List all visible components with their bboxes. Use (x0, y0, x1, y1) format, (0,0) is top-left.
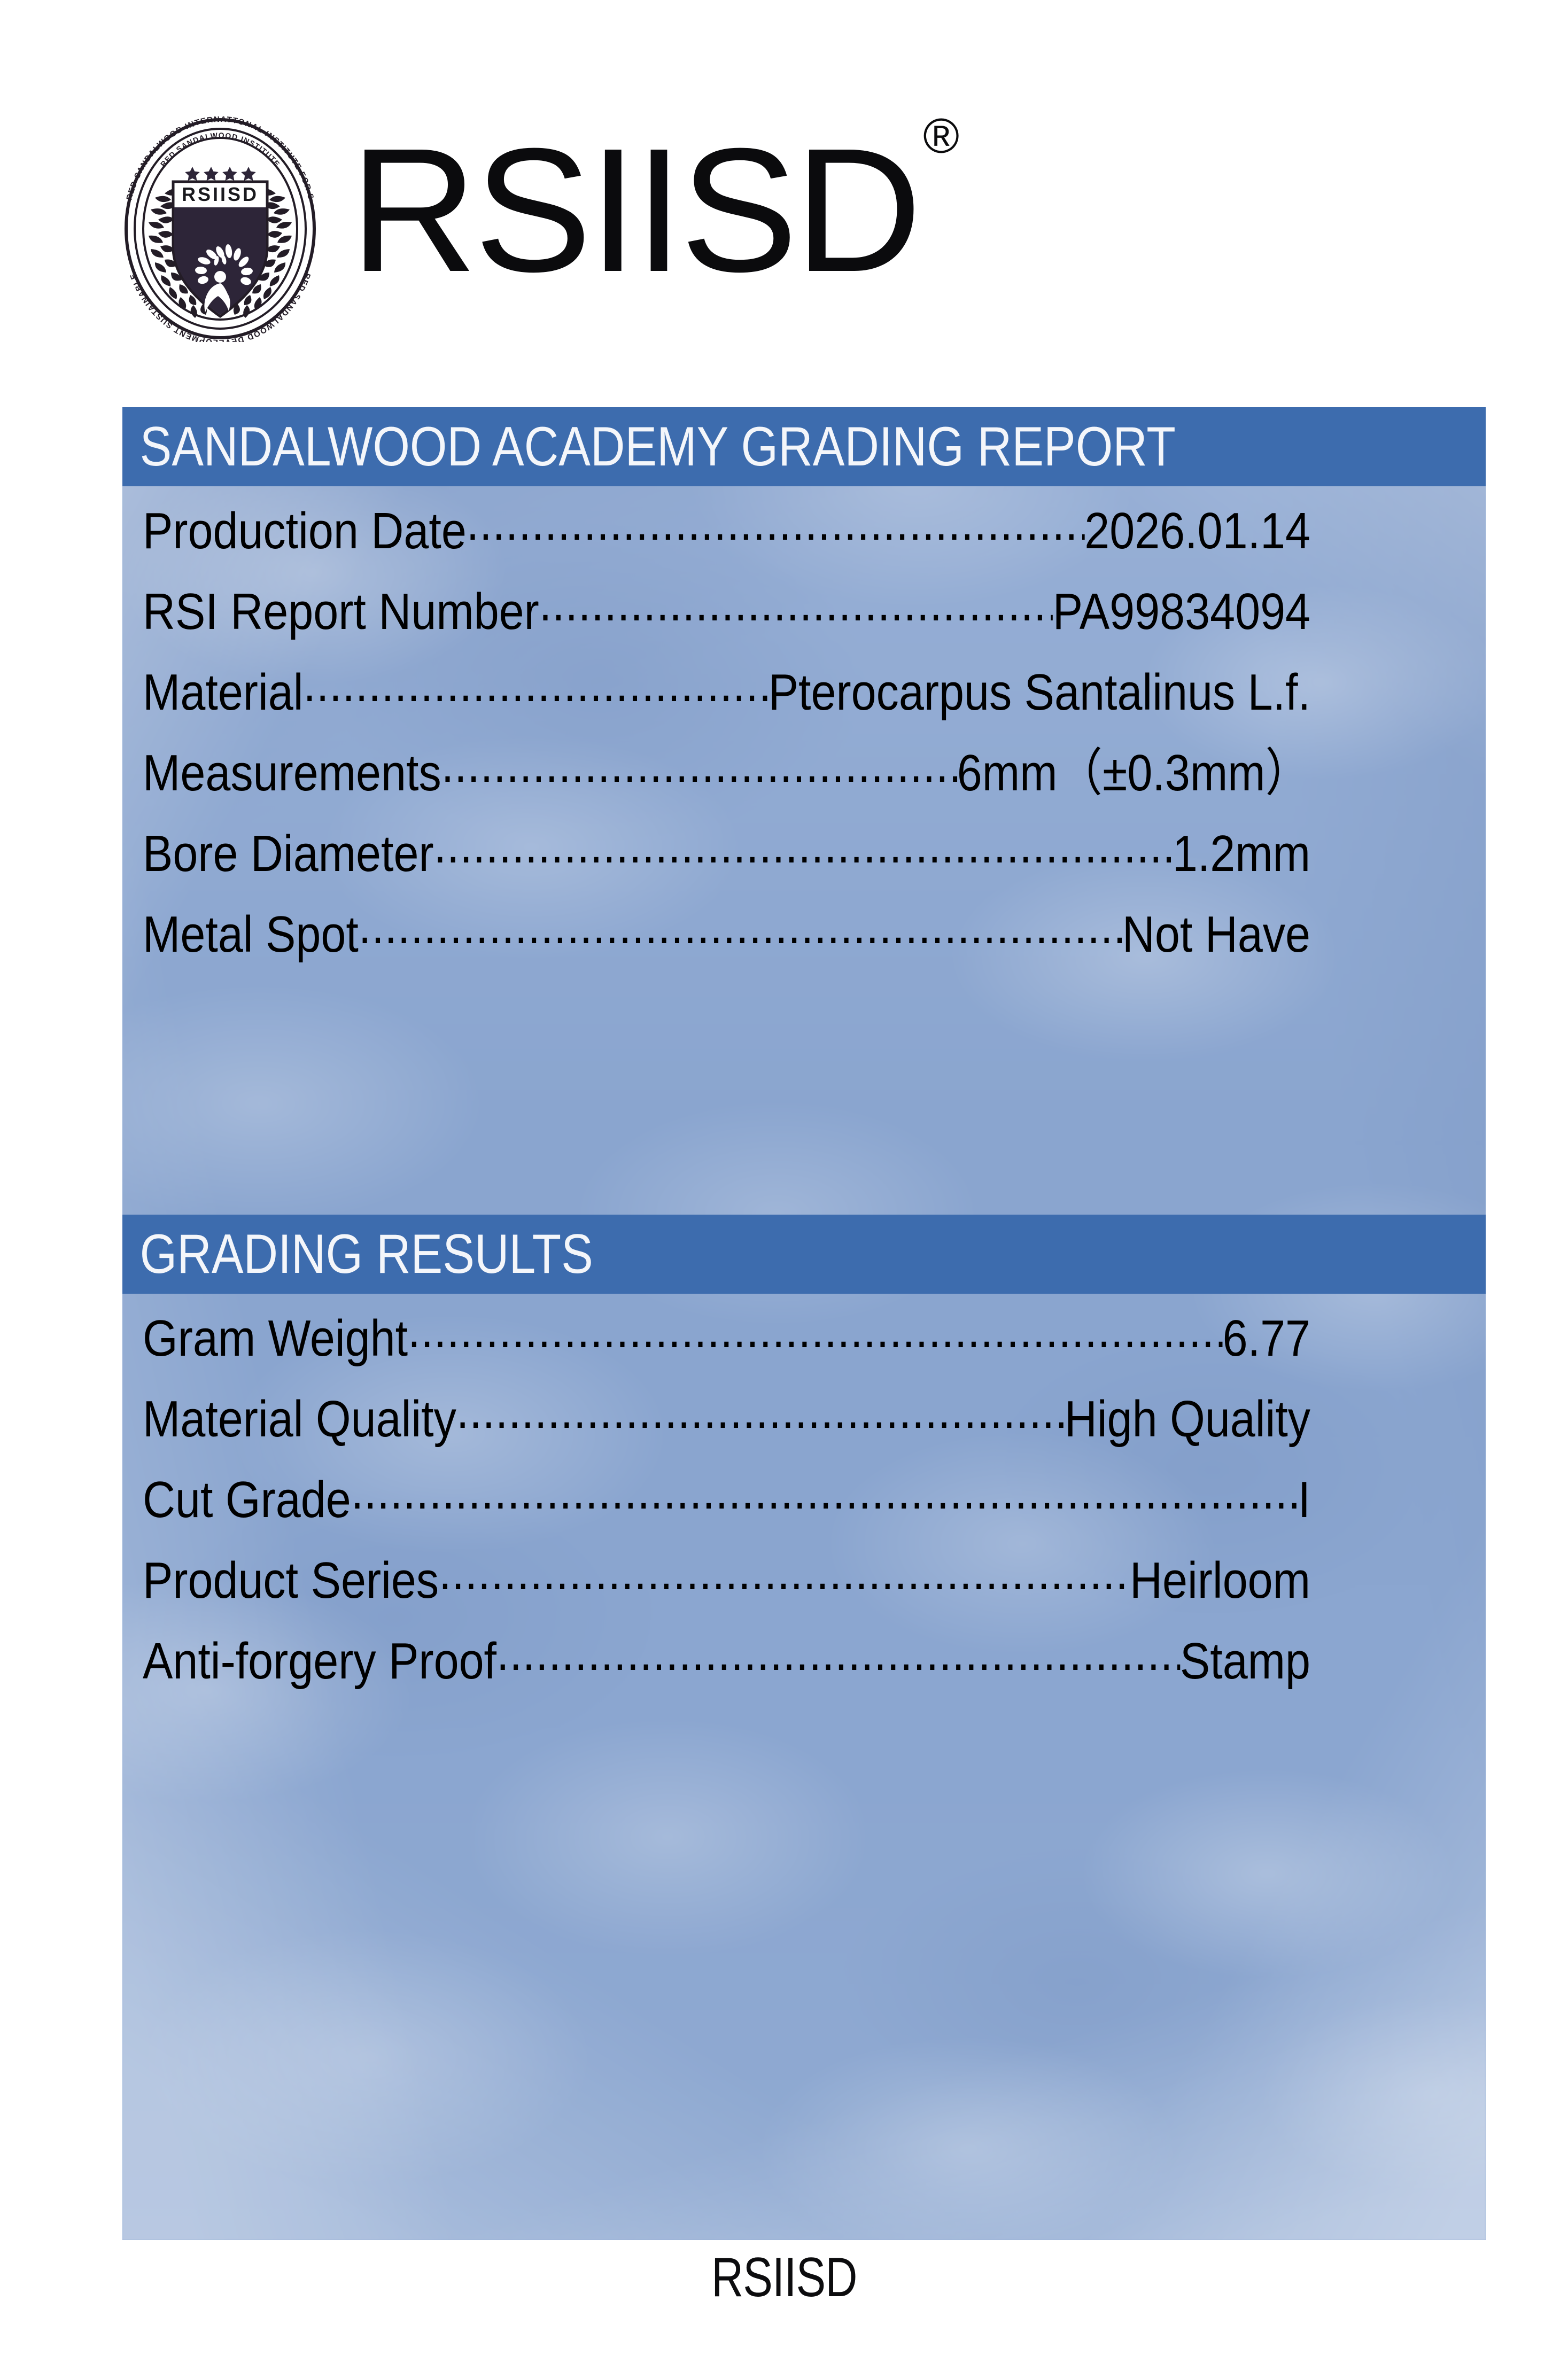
row-label: Anti-forgery Proof (143, 1632, 497, 1690)
section-header-grading-report: SANDALWOOD ACADEMY GRADING REPORT (122, 407, 1486, 486)
row-label: Measurements (143, 744, 441, 802)
rsiisd-seal-logo: RED SANDALWOOD INTERNATTONAL INSTITUTE F… (113, 107, 327, 342)
row-label: Product Series (143, 1551, 439, 1609)
footer-brand-text: RSIISD (711, 2247, 857, 2308)
table-row: Measurements ...........................… (122, 728, 1486, 809)
row-value: PA99834094 (1052, 582, 1311, 640)
row-label: Bore Diameter (143, 825, 434, 882)
row-value: 1.2mm (1172, 825, 1311, 882)
seal-shield-text: RSIISD (182, 183, 259, 205)
row-leader-dots: ........................................… (466, 496, 1085, 548)
row-leader-dots: ........................................… (439, 1546, 1130, 1598)
table-row: RSI Report Number ......................… (122, 567, 1486, 648)
row-leader-dots: ........................................… (496, 1627, 1180, 1678)
row-value: High Quality (1064, 1390, 1311, 1448)
brand-wordmark-text: RSIISD (350, 111, 922, 308)
table-row: Anti-forgery Proof .....................… (122, 1616, 1486, 1697)
footer-brand: RSIISD (0, 2250, 1568, 2305)
grading-results-rows: Gram Weight ............................… (122, 1294, 1486, 1697)
table-row: Gram Weight ............................… (122, 1294, 1486, 1374)
table-row: Material Quality .......................… (122, 1374, 1486, 1455)
row-leader-dots: ........................................… (433, 819, 1173, 871)
row-leader-dots: ........................................… (456, 1385, 1065, 1436)
row-label: Production Date (143, 502, 467, 559)
row-leader-dots: ........................................… (303, 658, 769, 710)
row-label: Gram Weight (143, 1309, 408, 1367)
document-header: RED SANDALWOOD INTERNATTONAL INSTITUTE F… (0, 0, 1568, 374)
registered-trademark-icon: ® (923, 109, 960, 164)
seal-sunburst-figure-icon (195, 244, 253, 312)
table-row: Material ...............................… (122, 648, 1486, 728)
row-value: I (1298, 1471, 1311, 1528)
row-value: 6.77 (1222, 1309, 1311, 1367)
row-value: Heirloom (1130, 1551, 1311, 1609)
row-label: Cut Grade (143, 1471, 351, 1528)
row-leader-dots: ........................................… (351, 1465, 1298, 1517)
row-value: Stamp (1179, 1632, 1311, 1690)
row-leader-dots: ........................................… (358, 900, 1122, 952)
row-value: Not Have (1122, 905, 1311, 963)
grading-report-rows: Production Date ........................… (122, 486, 1486, 970)
section-title: SANDALWOOD ACADEMY GRADING REPORT (139, 416, 1176, 478)
row-label: Material Quality (143, 1390, 456, 1448)
row-label: Material (143, 663, 304, 721)
table-row: Production Date ........................… (122, 486, 1486, 567)
table-row: Product Series .........................… (122, 1536, 1486, 1616)
row-leader-dots: ........................................… (408, 1304, 1223, 1356)
row-leader-dots: ........................................… (441, 739, 957, 790)
seal-stars (185, 167, 256, 181)
seal-laurel-left (149, 189, 207, 318)
row-leader-dots: ........................................… (539, 577, 1053, 629)
certificate-panel: SANDALWOOD ACADEMY GRADING REPORT Produc… (122, 407, 1486, 2240)
row-value: 6mm（±0.3mm） (957, 744, 1311, 802)
row-label: RSI Report Number (143, 582, 539, 640)
section-header-grading-results: GRADING RESULTS (122, 1215, 1486, 1294)
table-row: Metal Spot .............................… (122, 890, 1486, 970)
section-title: GRADING RESULTS (139, 1223, 593, 1285)
row-label: Metal Spot (143, 905, 359, 963)
row-value: Pterocarpus Santalinus L.f. (768, 663, 1311, 721)
seal-shield: RSIISD (172, 180, 269, 318)
brand-wordmark: RSIISD® (350, 112, 959, 298)
panel-texture-background (122, 407, 1486, 2240)
table-row: Bore Diameter ..........................… (122, 809, 1486, 890)
table-row: Cut Grade ..............................… (122, 1455, 1486, 1536)
row-value: 2026.01.14 (1084, 502, 1311, 559)
